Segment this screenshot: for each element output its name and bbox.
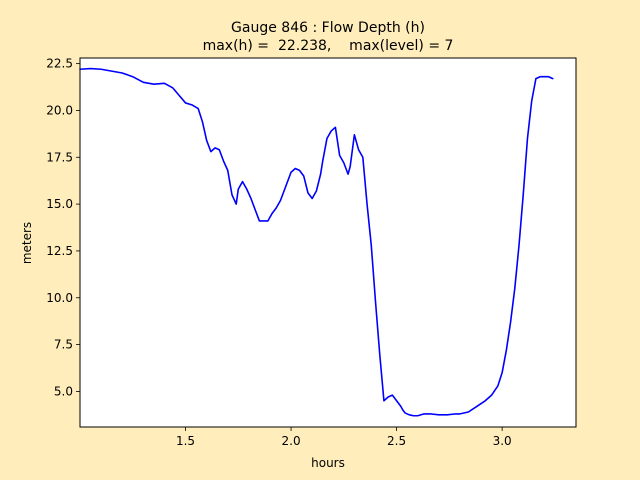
x-axis-label: hours	[311, 456, 345, 470]
x-axis-ticks: 1.5 2.0 2.5 3.0	[176, 427, 512, 448]
y-tick-label: 7.5	[54, 338, 73, 352]
y-tick-label: 17.5	[46, 150, 73, 164]
x-tick-label: 3.0	[493, 434, 512, 448]
y-axis-ticks: 5.0 7.5 10.0 12.5 15.0 17.5 20.0 22.5	[46, 57, 80, 398]
x-tick-label: 2.5	[387, 434, 406, 448]
y-tick-label: 12.5	[46, 244, 73, 258]
series-line-flow-depth	[79, 67, 554, 417]
chart-title-line-1: Gauge 846 : Flow Depth (h)	[231, 20, 425, 36]
x-tick-label: 1.5	[176, 434, 195, 448]
y-tick-label: 20.0	[46, 103, 73, 117]
y-tick-label: 15.0	[46, 197, 73, 211]
plot-frame	[79, 57, 577, 428]
plot-area	[80, 58, 576, 427]
chart-title-line-2: max(h) = 22.238, max(level) = 7	[203, 38, 454, 54]
y-tick-label: 5.0	[54, 384, 73, 398]
y-tick-label: 22.5	[46, 57, 73, 71]
y-axis-label: meters	[20, 222, 34, 264]
y-tick-label: 10.0	[46, 291, 73, 305]
x-tick-label: 2.0	[282, 434, 301, 448]
